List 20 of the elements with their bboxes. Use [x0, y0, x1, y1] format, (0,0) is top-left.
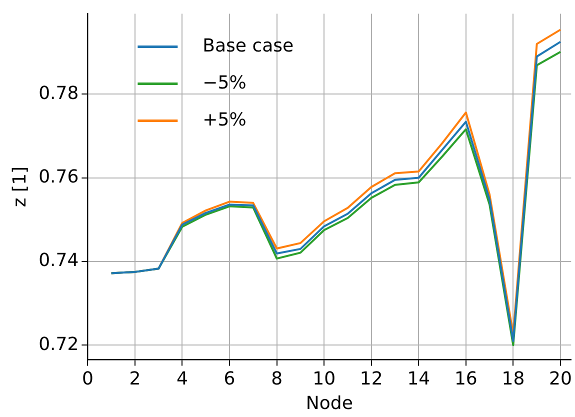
x-tick-label: 20 [549, 368, 572, 390]
legend-label: +5% [202, 109, 246, 130]
x-tick-label: 6 [224, 368, 236, 390]
x-tick-label: 8 [271, 368, 283, 390]
x-tick-label: 14 [407, 368, 430, 390]
legend-label: Base case [202, 35, 294, 56]
x-tick-label: 2 [129, 368, 141, 390]
x-axis-title: Node [306, 392, 353, 414]
x-tick-label: 16 [454, 368, 478, 390]
x-tick-label: 18 [502, 368, 525, 390]
y-axis-title: z [1] [9, 166, 30, 208]
y-tick-label: 0.74 [38, 250, 79, 272]
y-tick-label: 0.78 [38, 82, 79, 104]
x-tick-label: 0 [82, 368, 94, 390]
x-tick-label: 10 [312, 368, 336, 390]
legend-label: −5% [202, 72, 246, 94]
x-tick-label: 12 [360, 368, 383, 390]
x-tick-label: 4 [176, 368, 188, 390]
y-tick-label: 0.72 [38, 334, 79, 355]
y-tick-label: 0.76 [38, 166, 79, 188]
